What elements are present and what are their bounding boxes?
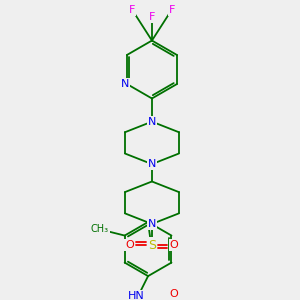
Text: HN: HN	[128, 291, 145, 300]
Text: CH₃: CH₃	[91, 224, 109, 234]
Text: F: F	[128, 5, 135, 15]
Text: N: N	[148, 117, 156, 127]
Text: O: O	[170, 240, 178, 250]
Text: N: N	[148, 219, 156, 229]
Text: O: O	[170, 290, 178, 299]
Text: N: N	[121, 79, 129, 89]
Text: N: N	[148, 159, 156, 169]
Text: F: F	[149, 12, 155, 22]
Text: O: O	[125, 240, 134, 250]
Text: F: F	[169, 5, 175, 15]
Text: S: S	[148, 239, 156, 252]
